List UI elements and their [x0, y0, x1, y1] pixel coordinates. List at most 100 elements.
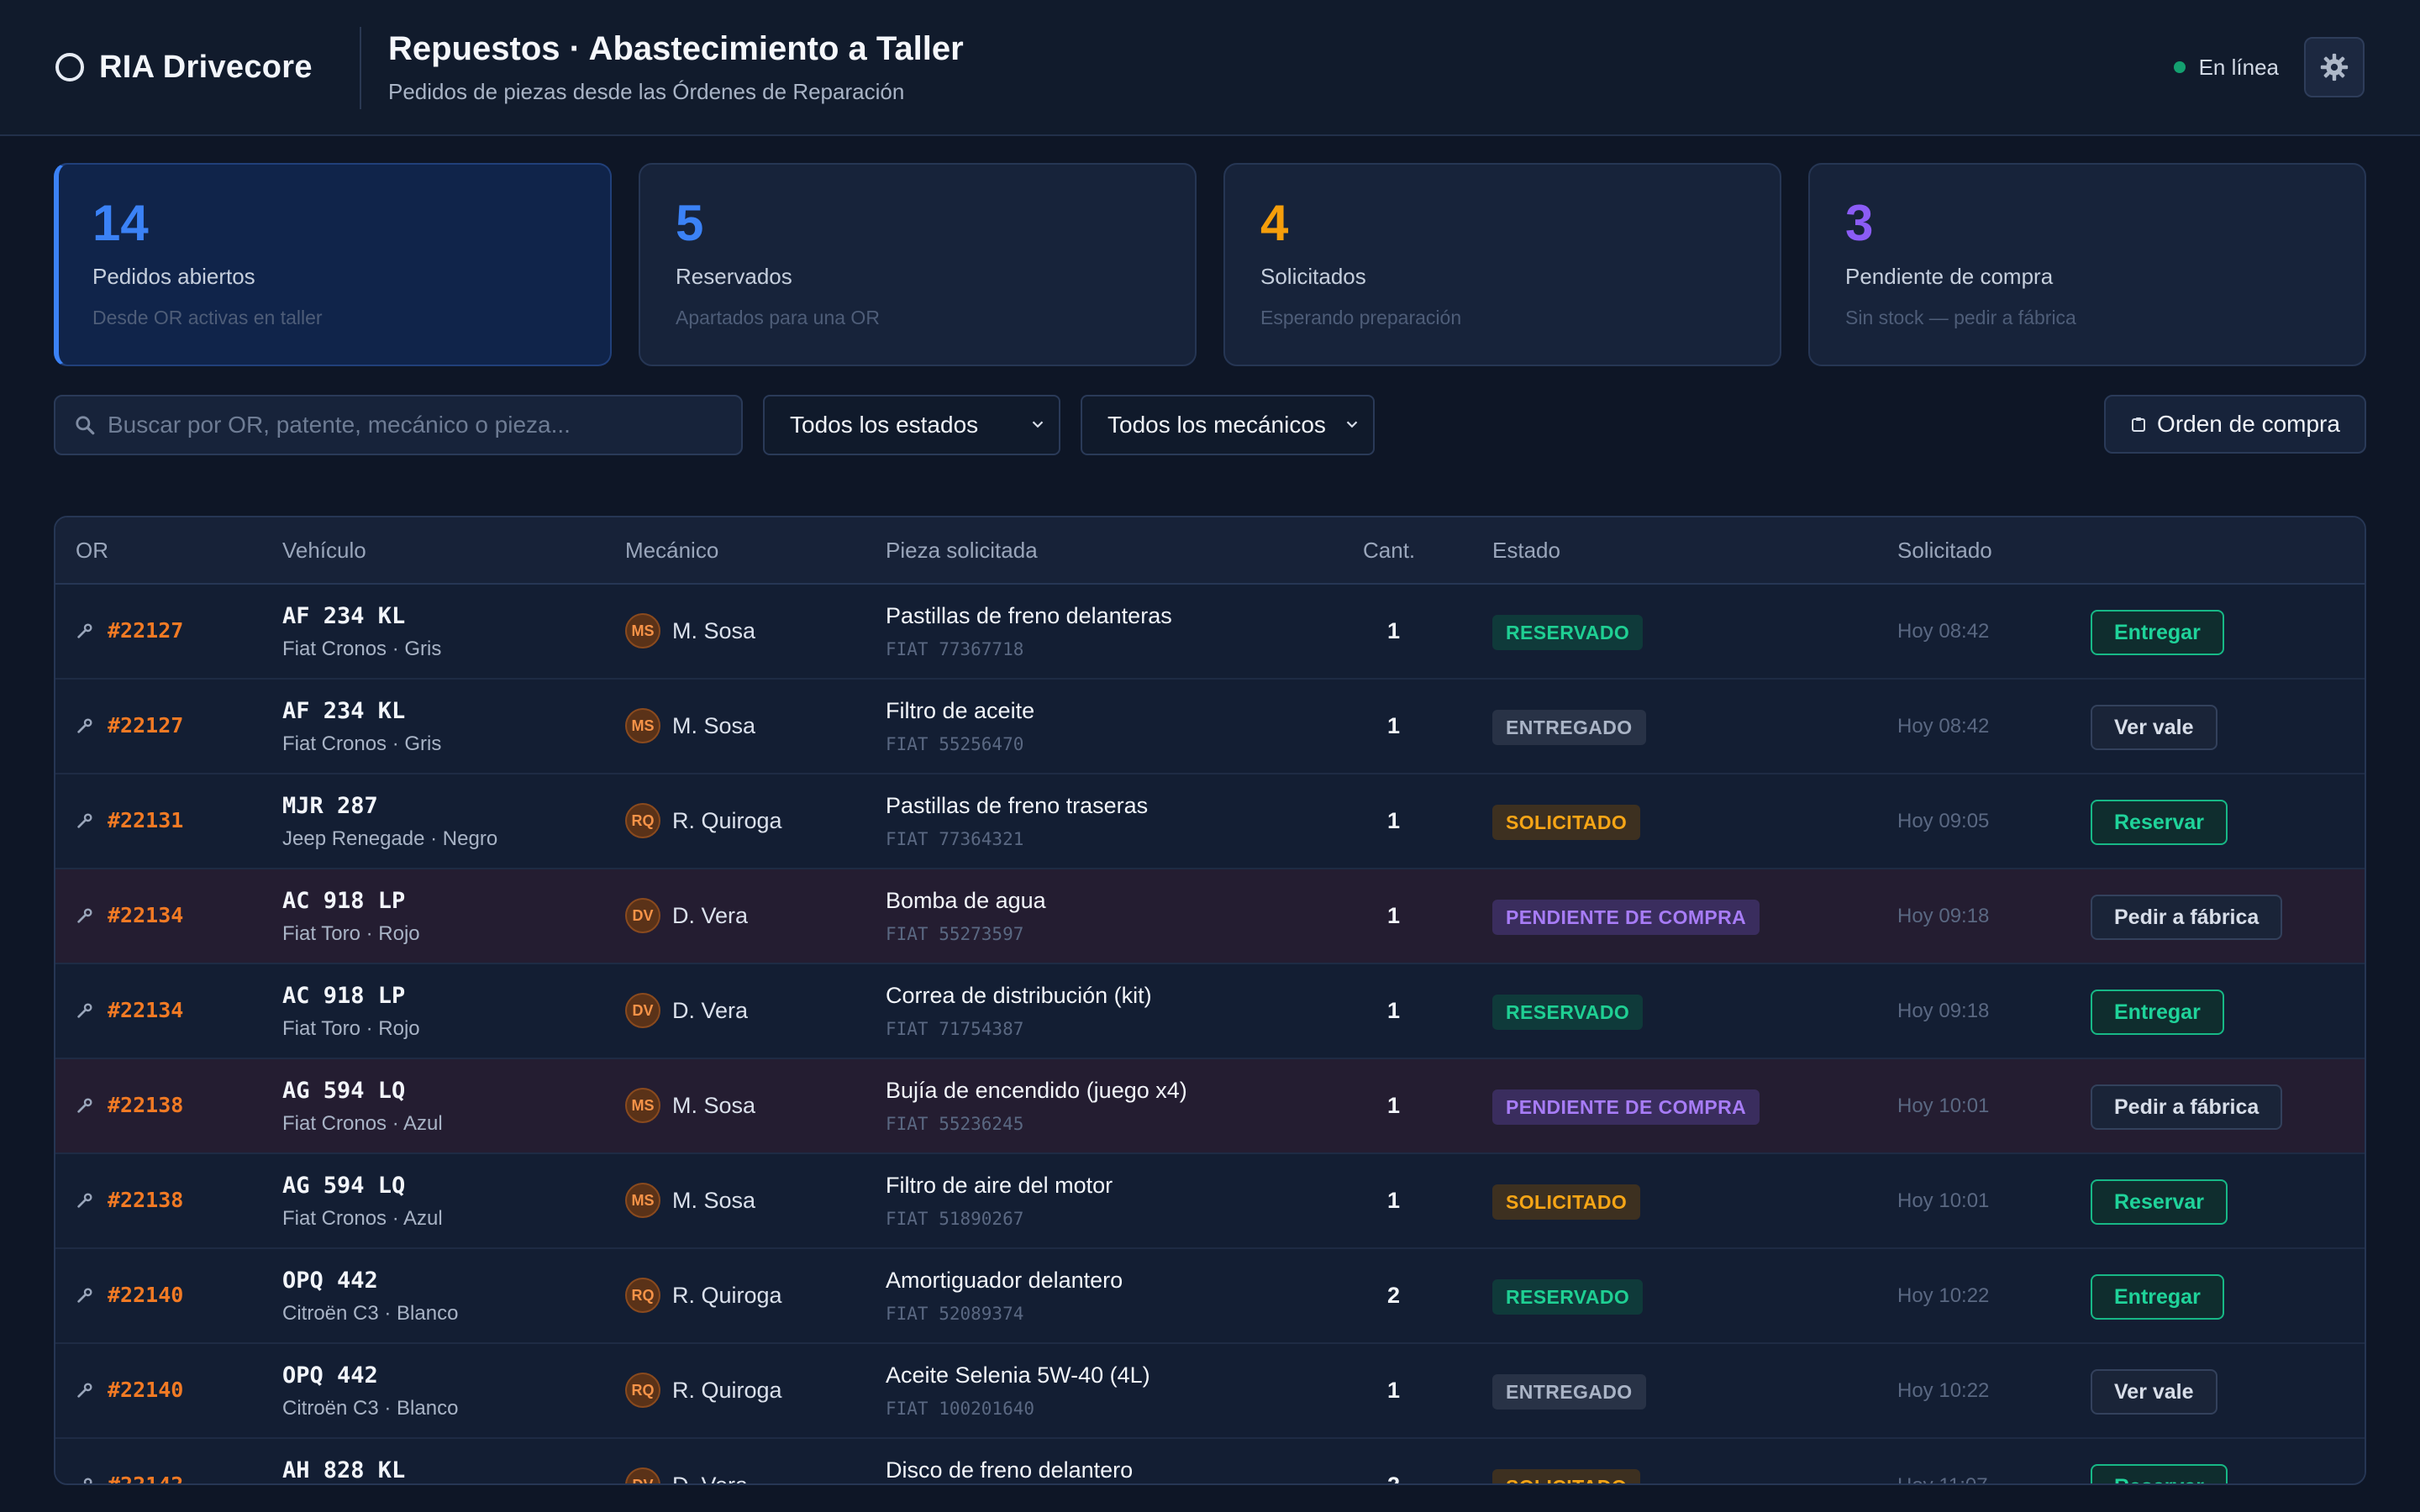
or-number[interactable]: #22138: [108, 1093, 184, 1117]
kpi-reserved[interactable]: 5 Reservados Apartados para una OR: [639, 163, 1197, 366]
or-cell[interactable]: #22134: [76, 903, 183, 927]
or-number[interactable]: #22140: [108, 1378, 184, 1402]
row-action-button[interactable]: Entregar: [2091, 1274, 2224, 1320]
chevron-down-icon: [1346, 421, 1358, 428]
mechanic-cell: DV D. Vera: [625, 898, 748, 933]
column-header-mechanic[interactable]: Mecánico: [625, 538, 719, 563]
vehicle-description: Fiat Cronos · Gris: [282, 732, 442, 755]
vehicle-plate: AH 828 KL: [282, 1457, 406, 1483]
or-number[interactable]: #22134: [108, 998, 184, 1022]
column-header-vehicle[interactable]: Vehículo: [282, 538, 366, 563]
or-number[interactable]: #22134: [108, 903, 184, 927]
or-number[interactable]: #22131: [108, 808, 184, 832]
row-action-button[interactable]: Ver vale: [2091, 1369, 2217, 1415]
row-action-button[interactable]: Reservar: [2091, 1464, 2228, 1483]
or-cell[interactable]: #22131: [76, 808, 183, 832]
mechanic-avatar: RQ: [625, 1278, 660, 1313]
or-number[interactable]: #22127: [108, 713, 184, 738]
row-action-button[interactable]: Pedir a fábrica: [2091, 895, 2283, 940]
part-name: Correa de distribución (kit): [886, 983, 1152, 1008]
or-cell[interactable]: #22138: [76, 1093, 183, 1117]
or-number[interactable]: #22127: [108, 618, 184, 643]
or-cell[interactable]: #22134: [76, 998, 183, 1022]
table-row[interactable]: #22134 AC 918 LP Fiat Toro · Rojo DV D. Vera…: [55, 869, 2365, 964]
search-input[interactable]: [108, 412, 741, 438]
column-header-status[interactable]: Estado: [1492, 538, 1560, 563]
table-row[interactable]: #22138 AG 594 LQ Fiat Cronos · Azul MS M. So…: [55, 1154, 2365, 1249]
search-box[interactable]: [54, 395, 743, 455]
vehicle-plate: MJR 287: [282, 793, 378, 819]
mechanic-avatar: MS: [625, 613, 660, 648]
or-number[interactable]: #22142: [108, 1473, 184, 1485]
or-cell[interactable]: #22127: [76, 618, 183, 643]
clipboard-icon: [2132, 417, 2146, 432]
column-header-part[interactable]: Pieza solicitada: [886, 538, 1038, 563]
status-badge: SOLICITADO: [1492, 1184, 1641, 1220]
table-row[interactable]: #22140 OPQ 442 Citroën C3 · Blanco RQ R. Qui…: [55, 1344, 2365, 1439]
part-cell: Bujía de encendido (juego x4) FIAT 552362…: [886, 1078, 1187, 1134]
or-number[interactable]: #22138: [108, 1188, 184, 1212]
part-name: Aceite Selenia 5W-40 (4L): [886, 1362, 1150, 1388]
table-row[interactable]: #22127 AF 234 KL Fiat Cronos · Gris MS M. So…: [55, 680, 2365, 774]
table-row[interactable]: #22140 OPQ 442 Citroën C3 · Blanco RQ R. Qui…: [55, 1249, 2365, 1344]
requested-time: Hoy 10:22: [1897, 1284, 1990, 1307]
row-action-button[interactable]: Reservar: [2091, 800, 2228, 845]
settings-button[interactable]: [2304, 37, 2365, 97]
part-name: Filtro de aire del motor: [886, 1173, 1113, 1198]
column-header-qty[interactable]: Cant.: [1363, 538, 1416, 563]
kpi-requested[interactable]: 4 Solicitados Esperando preparación: [1223, 163, 1781, 366]
mechanic-avatar: DV: [625, 1467, 660, 1483]
kpi-value: 14: [92, 195, 149, 251]
or-cell[interactable]: #22140: [76, 1378, 183, 1402]
vehicle-cell: AC 918 LP Fiat Toro · Rojo: [282, 983, 420, 1041]
row-action-button[interactable]: Ver vale: [2091, 705, 2217, 750]
mechanic-cell: MS M. Sosa: [625, 1183, 755, 1218]
part-name: Bomba de agua: [886, 888, 1046, 913]
mechanic-filter-select[interactable]: Todos los mecánicos: [1081, 395, 1375, 455]
vehicle-plate: AG 594 LQ: [282, 1078, 406, 1104]
table-row[interactable]: #22142 AH 828 KL DV D. Vera Disco de freno d…: [55, 1439, 2365, 1485]
kpi-open-orders[interactable]: 14 Pedidos abiertos Desde OR activas en …: [54, 163, 612, 366]
mechanic-cell: RQ R. Quiroga: [625, 803, 782, 838]
purchase-order-button[interactable]: Orden de compra: [2104, 395, 2366, 454]
table-row[interactable]: #22127 AF 234 KL Fiat Cronos · Gris MS M. So…: [55, 585, 2365, 680]
or-cell[interactable]: #22140: [76, 1283, 183, 1307]
mechanic-avatar: MS: [625, 1183, 660, 1218]
kpi-pending-purchase[interactable]: 3 Pendiente de compra Sin stock — pedir …: [1808, 163, 2366, 366]
mechanic-cell: MS M. Sosa: [625, 708, 755, 743]
or-number[interactable]: #22140: [108, 1283, 184, 1307]
mechanic-avatar: DV: [625, 993, 660, 1028]
row-action-button[interactable]: Entregar: [2091, 990, 2224, 1035]
row-action-button[interactable]: Entregar: [2091, 610, 2224, 655]
chevron-down-icon: [1032, 421, 1044, 428]
status-badge: ENTREGADO: [1492, 710, 1646, 745]
brand[interactable]: RIA Drivecore: [55, 47, 313, 87]
vehicle-plate: AG 594 LQ: [282, 1173, 406, 1199]
quantity: 1: [1386, 618, 1400, 643]
row-action-button[interactable]: Reservar: [2091, 1179, 2228, 1225]
table-row[interactable]: #22138 AG 594 LQ Fiat Cronos · Azul MS M. So…: [55, 1059, 2365, 1154]
wrench-icon: [77, 1002, 92, 1018]
mechanic-name: D. Vera: [672, 997, 749, 1023]
column-header-or[interactable]: OR: [76, 538, 108, 563]
or-cell[interactable]: #22142: [76, 1473, 184, 1485]
column-header-requested[interactable]: Solicitado: [1897, 538, 1992, 563]
gear-icon: [2320, 53, 2349, 81]
mechanic-cell: RQ R. Quiroga: [625, 1373, 782, 1408]
status-filter-select[interactable]: Todos los estados: [763, 395, 1060, 455]
or-cell[interactable]: #22127: [76, 713, 183, 738]
or-cell[interactable]: #22138: [76, 1188, 183, 1212]
brand-name: RIA Drivecore: [99, 49, 313, 85]
table-header: OR Vehículo Mecánico Pieza solicitada Ca…: [55, 517, 2365, 585]
vehicle-plate: AC 918 LP: [282, 983, 406, 1009]
requested-time: Hoy 09:05: [1897, 810, 1990, 832]
row-action-button[interactable]: Pedir a fábrica: [2091, 1084, 2283, 1130]
mechanic-name: M. Sosa: [672, 1092, 756, 1118]
status-filter-value: Todos los estados: [790, 412, 979, 438]
part-cell: Correa de distribución (kit) FIAT 7175438…: [886, 983, 1152, 1039]
requested-time: Hoy 11:07: [1897, 1474, 1988, 1483]
mechanic-name: R. Quiroga: [672, 1282, 782, 1308]
table-row[interactable]: #22134 AC 918 LP Fiat Toro · Rojo DV D. Vera…: [55, 964, 2365, 1059]
part-code: FIAT 77367718: [886, 639, 1024, 659]
table-row[interactable]: #22131 MJR 287 Jeep Renegade · Negro RQ R. Q…: [55, 774, 2365, 869]
